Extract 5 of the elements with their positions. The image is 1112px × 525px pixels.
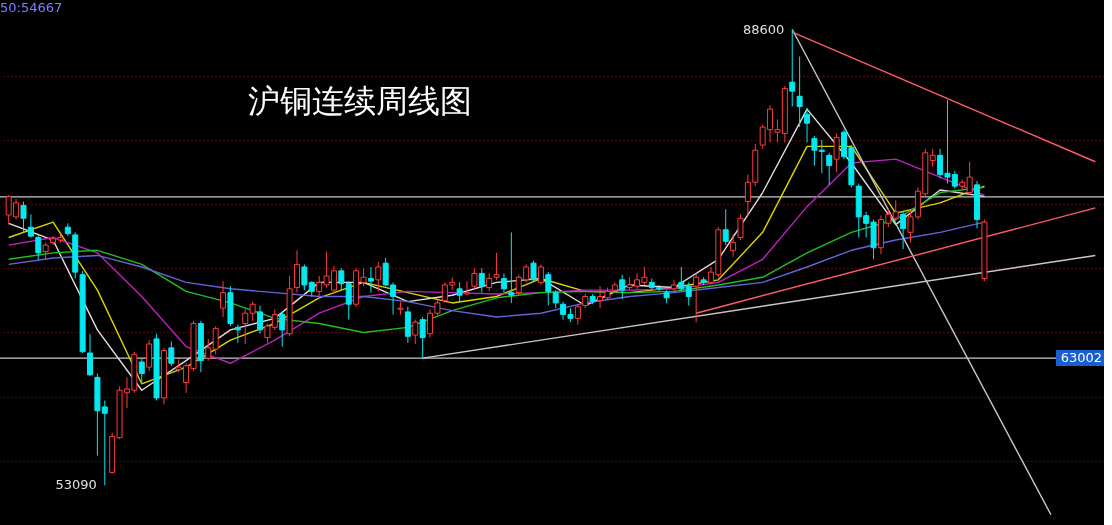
ref-line-label: 63002: [1060, 350, 1102, 366]
text: 沪铜连续周线图: [248, 82, 472, 120]
annotation: 53090: [55, 477, 97, 493]
annotation: 50:54667: [0, 0, 63, 15]
annotation: 88600: [742, 21, 785, 37]
